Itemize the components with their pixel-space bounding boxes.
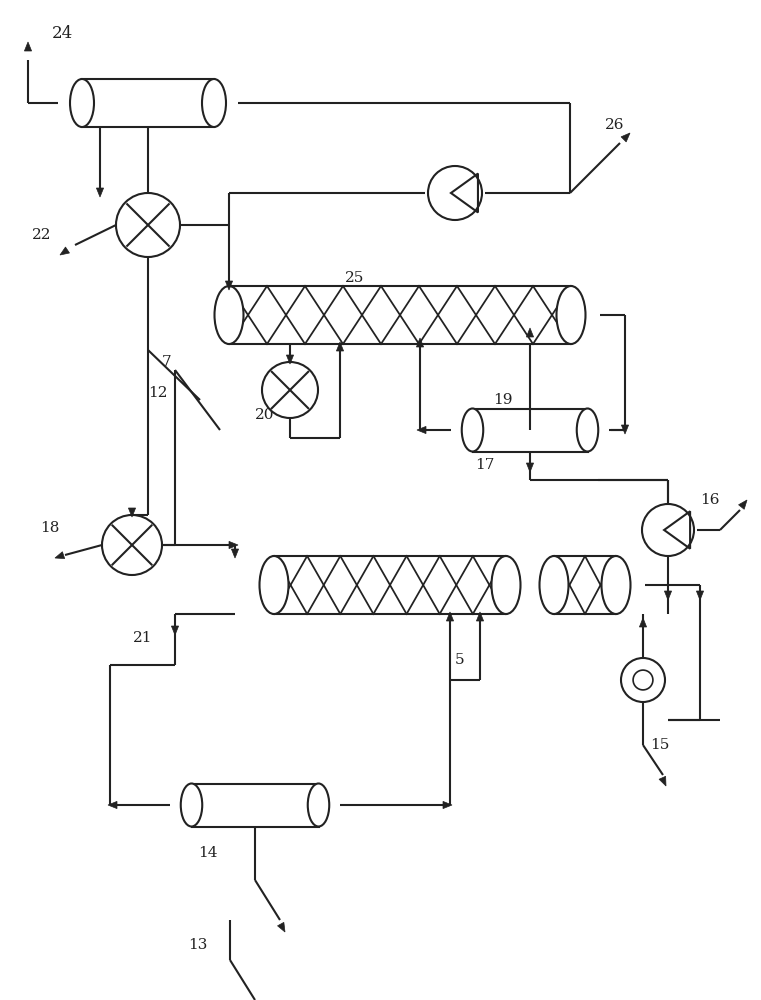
Bar <box>473 408 587 452</box>
Ellipse shape <box>215 286 244 344</box>
Bar <box>192 784 319 826</box>
Ellipse shape <box>260 556 288 614</box>
Bar <box>554 556 616 614</box>
Polygon shape <box>171 626 179 635</box>
Ellipse shape <box>260 556 288 614</box>
Polygon shape <box>286 355 294 364</box>
Bar <box>473 408 587 452</box>
Ellipse shape <box>577 408 598 452</box>
Polygon shape <box>97 188 103 197</box>
Polygon shape <box>696 591 704 600</box>
Text: 12: 12 <box>148 386 167 400</box>
Bar <box>274 556 506 614</box>
Circle shape <box>642 504 694 556</box>
Text: 24: 24 <box>52 24 72 41</box>
Ellipse shape <box>601 556 631 614</box>
Text: 7: 7 <box>162 355 172 369</box>
Text: 16: 16 <box>700 493 720 507</box>
Text: 13: 13 <box>188 938 208 952</box>
Polygon shape <box>278 922 285 932</box>
Ellipse shape <box>462 408 483 452</box>
Polygon shape <box>108 801 117 809</box>
Polygon shape <box>622 425 629 434</box>
Ellipse shape <box>70 79 94 127</box>
Polygon shape <box>55 552 65 559</box>
Bar <box>229 286 571 344</box>
Polygon shape <box>417 426 426 434</box>
Text: 18: 18 <box>40 521 59 535</box>
Ellipse shape <box>492 556 521 614</box>
Polygon shape <box>739 500 747 509</box>
Ellipse shape <box>215 286 244 344</box>
Polygon shape <box>527 463 533 472</box>
Ellipse shape <box>202 79 226 127</box>
Ellipse shape <box>462 408 483 452</box>
Text: 17: 17 <box>476 458 495 472</box>
Bar <box>192 784 319 826</box>
Polygon shape <box>639 618 647 627</box>
Text: 25: 25 <box>345 271 365 285</box>
Text: 5: 5 <box>455 653 465 667</box>
Ellipse shape <box>577 408 598 452</box>
Polygon shape <box>225 281 233 290</box>
Ellipse shape <box>307 784 330 826</box>
Bar <box>82 79 214 127</box>
Ellipse shape <box>181 784 202 826</box>
Circle shape <box>621 658 665 702</box>
Ellipse shape <box>202 79 226 127</box>
Polygon shape <box>60 247 69 255</box>
Polygon shape <box>664 591 672 600</box>
Polygon shape <box>527 328 533 337</box>
Polygon shape <box>24 42 32 51</box>
Circle shape <box>102 515 162 575</box>
Text: 21: 21 <box>133 631 153 645</box>
Ellipse shape <box>181 784 202 826</box>
Ellipse shape <box>70 79 94 127</box>
Text: 15: 15 <box>651 738 670 752</box>
Ellipse shape <box>492 556 521 614</box>
Text: 22: 22 <box>32 228 52 242</box>
Polygon shape <box>476 612 483 621</box>
Bar <box>554 556 616 614</box>
Ellipse shape <box>556 286 585 344</box>
Polygon shape <box>336 342 344 351</box>
Ellipse shape <box>540 556 568 614</box>
Bar <box>82 79 214 127</box>
Polygon shape <box>659 776 666 786</box>
Text: 26: 26 <box>605 118 625 132</box>
Bar <box>274 556 506 614</box>
Polygon shape <box>231 549 239 558</box>
Polygon shape <box>621 133 630 142</box>
Circle shape <box>116 193 180 257</box>
Text: 19: 19 <box>493 393 513 407</box>
Text: 14: 14 <box>199 846 218 860</box>
Polygon shape <box>229 541 238 549</box>
Polygon shape <box>443 801 452 809</box>
Circle shape <box>262 362 318 418</box>
Text: 20: 20 <box>255 408 275 422</box>
Ellipse shape <box>556 286 585 344</box>
Circle shape <box>633 670 653 690</box>
Polygon shape <box>129 508 135 517</box>
Polygon shape <box>447 612 454 621</box>
Ellipse shape <box>601 556 631 614</box>
Ellipse shape <box>307 784 330 826</box>
Ellipse shape <box>540 556 568 614</box>
Bar <box>229 286 571 344</box>
Circle shape <box>428 166 482 220</box>
Polygon shape <box>416 338 424 347</box>
